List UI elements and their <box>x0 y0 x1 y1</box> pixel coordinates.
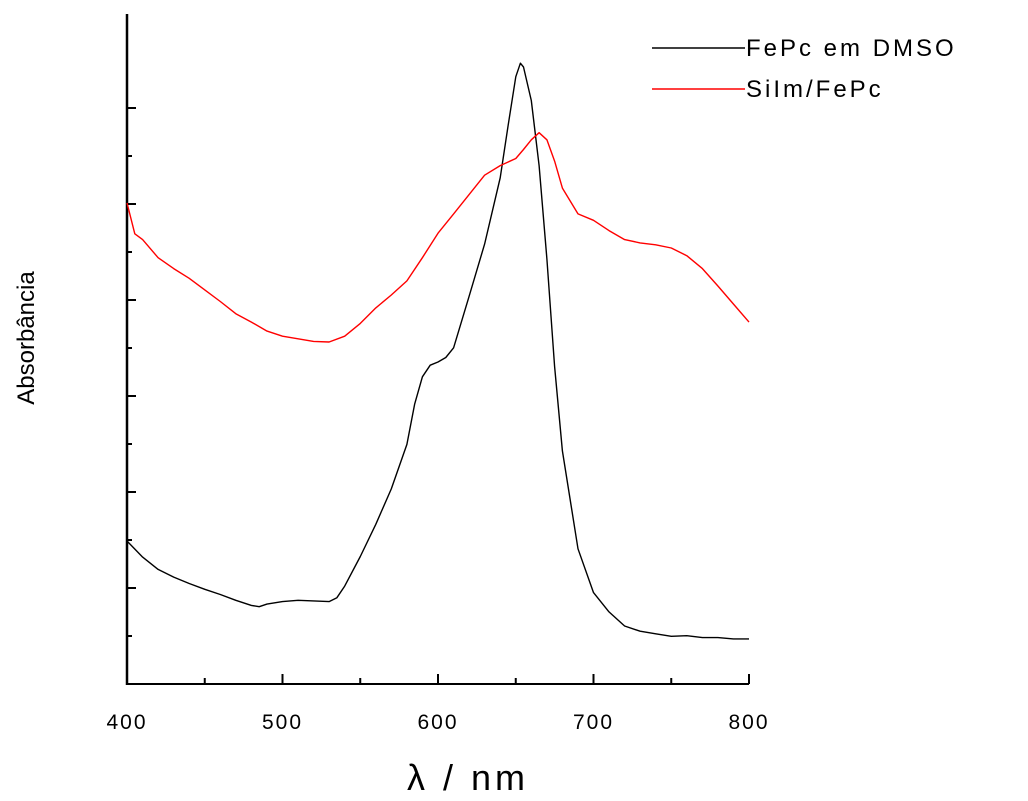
x-tick-labels: 400 500 600 700 800 <box>106 711 769 734</box>
x-ticks <box>126 674 750 684</box>
x-tick-label: 700 <box>573 711 614 734</box>
legend-label-siim-fepc: SiIm/FePc <box>746 76 884 103</box>
series-line-1 <box>126 131 750 343</box>
x-axis-label: λ / nm <box>407 757 529 798</box>
legend-item-siim-fepc: SiIm/FePc <box>652 76 884 103</box>
x-tick-label: 400 <box>106 711 147 734</box>
x-tick-label: 800 <box>728 711 769 734</box>
y-axis-label: Absorbância <box>13 271 40 405</box>
x-tick-label: 500 <box>262 711 303 734</box>
series-layer <box>126 62 750 640</box>
x-tick-label: 600 <box>417 711 458 734</box>
series-line-0 <box>126 62 749 640</box>
y-ticks <box>127 107 136 685</box>
legend-item-fepc-dmso: FePc em DMSO <box>652 35 957 62</box>
plot-area <box>125 14 750 685</box>
legend-label-fepc-dmso: FePc em DMSO <box>746 35 957 62</box>
legend: FePc em DMSO SiIm/FePc <box>652 35 957 103</box>
